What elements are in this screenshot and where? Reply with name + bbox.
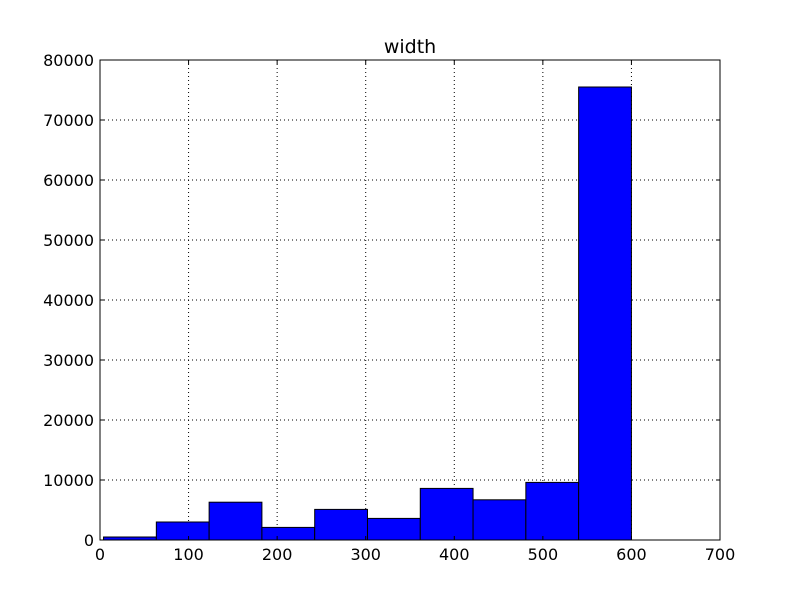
y-tick-label: 60000 bbox=[43, 171, 94, 190]
y-tick-label: 0 bbox=[84, 531, 94, 550]
axis-ticks bbox=[99, 59, 721, 541]
y-tick-label: 40000 bbox=[43, 291, 94, 310]
chart-title: width bbox=[384, 36, 436, 58]
y-tick-label: 70000 bbox=[43, 111, 94, 130]
histogram-bar-7 bbox=[472, 499, 527, 541]
y-tick-label: 20000 bbox=[43, 411, 94, 430]
y-tick-label: 10000 bbox=[43, 471, 94, 490]
y-tick-label: 80000 bbox=[43, 51, 94, 70]
x-tick-label: 200 bbox=[262, 545, 293, 564]
x-tick-label: 100 bbox=[173, 545, 204, 564]
histogram-bar-5 bbox=[366, 517, 421, 541]
histogram-bar-4 bbox=[314, 508, 368, 541]
y-tick-label: 50000 bbox=[43, 231, 94, 250]
y-tick-labels: 0 10000 20000 30000 40000 50000 60000 70000 8000… bbox=[43, 51, 94, 550]
histogram-bar-6 bbox=[419, 487, 474, 541]
histogram-bar-8 bbox=[525, 481, 580, 541]
x-tick-label: 500 bbox=[528, 545, 559, 564]
histogram-bar-3 bbox=[261, 526, 316, 541]
x-tick-label: 0 bbox=[95, 545, 105, 564]
histogram-bar-9 bbox=[578, 86, 632, 541]
y-tick-label: 30000 bbox=[43, 351, 94, 370]
histogram-bar-2 bbox=[208, 501, 263, 541]
x-tick-label: 400 bbox=[439, 545, 470, 564]
bars bbox=[103, 86, 632, 541]
x-tick-label: 300 bbox=[350, 545, 381, 564]
x-tick-label: 600 bbox=[616, 545, 647, 564]
x-tick-labels: 0 100 200 300 400 500 600 700 bbox=[95, 545, 735, 564]
x-tick-label: 700 bbox=[705, 545, 736, 564]
histogram-bar-1 bbox=[155, 521, 210, 541]
